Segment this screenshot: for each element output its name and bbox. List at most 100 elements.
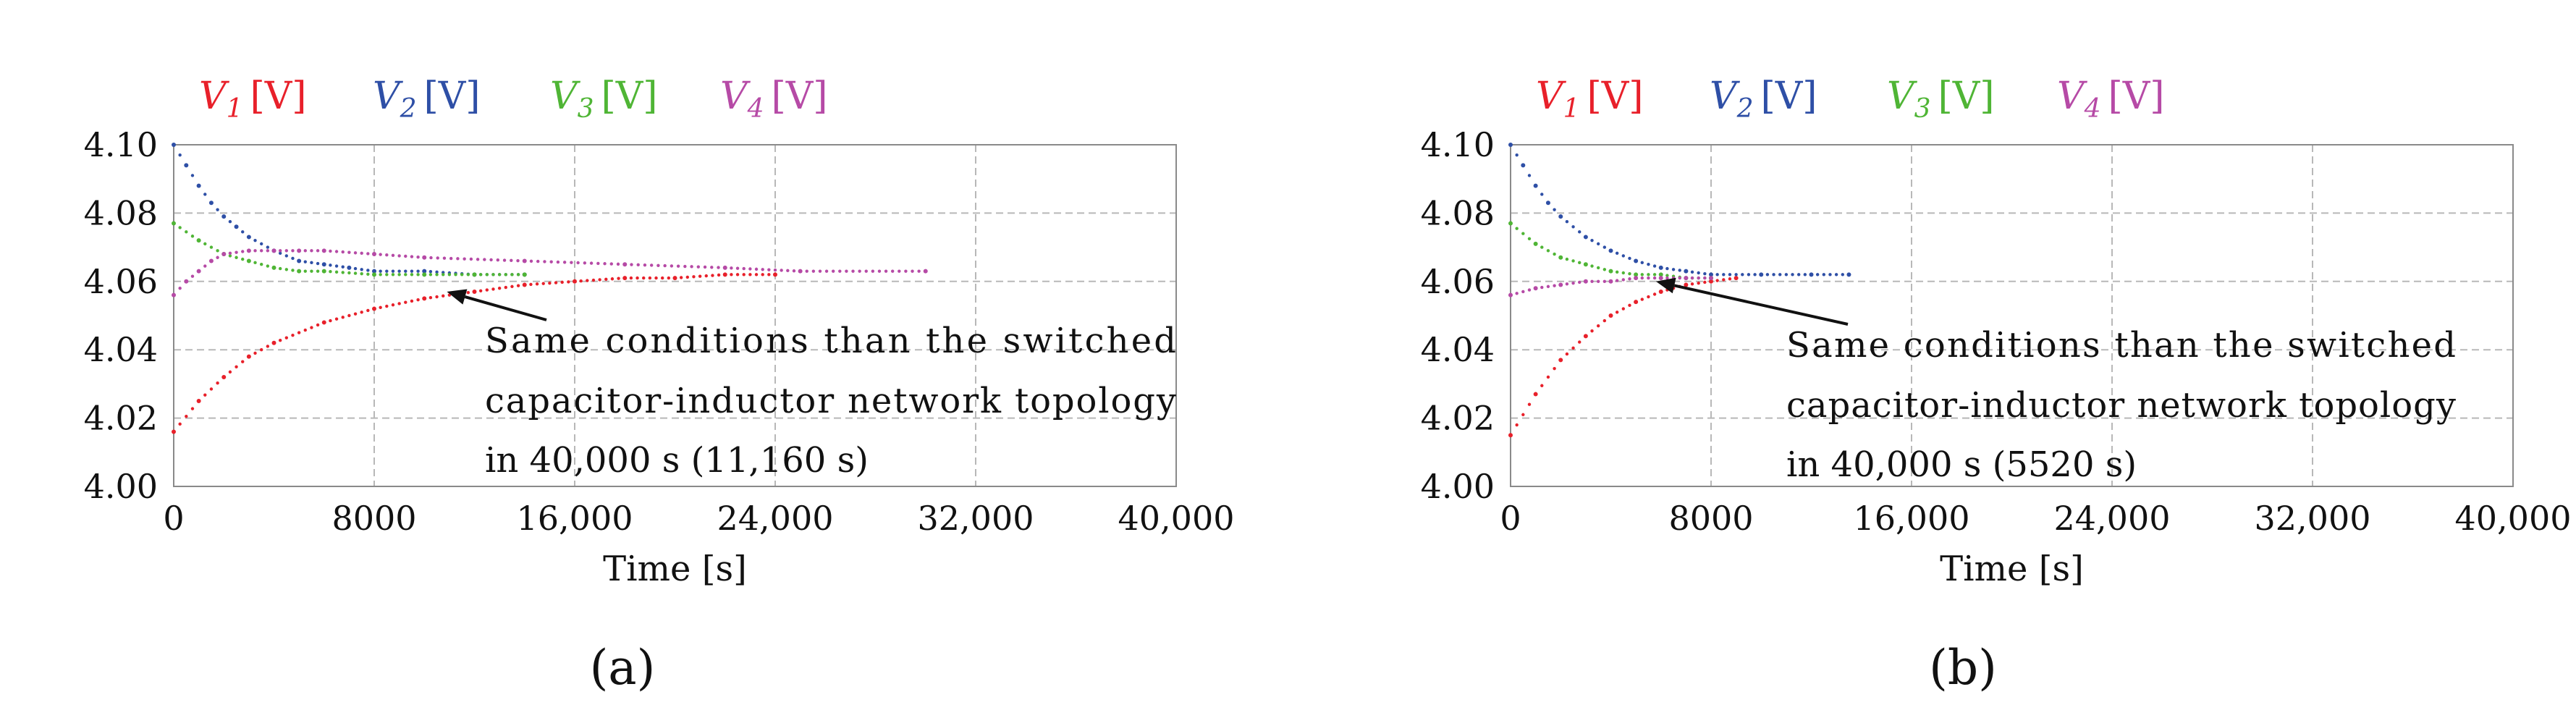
legend-symbol: V — [1536, 75, 1566, 118]
legend-subscript: 1 — [227, 94, 243, 124]
data-point-v4 — [786, 269, 790, 273]
data-point-v3 — [1602, 268, 1607, 271]
data-point-v4 — [824, 269, 829, 273]
data-point-v4 — [616, 262, 620, 266]
legend-unit: [V] — [250, 75, 306, 118]
data-point-v4 — [489, 258, 493, 262]
data-point-v4 — [871, 269, 875, 273]
x-tick-label: 16,000 — [517, 499, 633, 538]
legend-symbol: V — [1887, 75, 1917, 118]
data-point-v2 — [178, 153, 182, 157]
y-tick-label: 4.00 — [1421, 467, 1495, 506]
data-point-v2 — [1671, 268, 1676, 271]
data-point-v1 — [717, 273, 721, 277]
data-point-v1 — [442, 294, 445, 298]
data-point-v2 — [1741, 273, 1744, 277]
data-point-v3 — [1508, 221, 1513, 226]
data-point-v4 — [404, 254, 407, 258]
data-point-v4 — [516, 258, 520, 263]
data-point-v3 — [310, 269, 313, 273]
data-point-v4 — [341, 250, 345, 254]
data-point-v1 — [435, 295, 439, 299]
x-tick-label: 0 — [1500, 499, 1521, 538]
data-point-v1 — [1647, 295, 1650, 299]
data-point-v2 — [1640, 261, 1644, 265]
data-point-v1 — [629, 276, 633, 280]
data-point-v4 — [246, 248, 251, 253]
y-tick-label: 4.02 — [84, 399, 158, 438]
legend-unit: [V] — [423, 75, 480, 118]
data-point-v4 — [730, 266, 733, 270]
data-point-v3 — [1540, 245, 1544, 249]
y-tick-label: 4.06 — [1421, 262, 1495, 301]
data-point-v2 — [1553, 208, 1556, 211]
data-point-v4 — [1602, 279, 1607, 283]
data-point-v1 — [748, 273, 752, 277]
data-point-v1 — [372, 306, 376, 311]
data-point-v1 — [1628, 303, 1631, 308]
data-point-v1 — [185, 415, 188, 418]
data-point-v1 — [385, 304, 389, 308]
data-point-v3 — [391, 273, 395, 277]
data-point-v2 — [1508, 143, 1513, 147]
data-point-v4 — [385, 253, 389, 257]
annotation-line: in 40,000 s (5520 s) — [1786, 444, 2137, 485]
data-point-v3 — [522, 272, 527, 277]
data-point-v1 — [1728, 277, 1732, 281]
data-point-v1 — [742, 273, 746, 277]
data-point-v1 — [1703, 280, 1707, 284]
data-point-v2 — [1521, 163, 1526, 168]
data-point-v4 — [184, 279, 189, 284]
data-point-v3 — [1652, 273, 1657, 277]
data-point-v4 — [416, 255, 420, 259]
data-point-v2 — [1722, 273, 1726, 277]
data-point-v4 — [851, 269, 855, 273]
data-point-v3 — [416, 273, 420, 277]
data-point-v3 — [504, 273, 507, 277]
data-point-v1 — [178, 422, 182, 426]
data-point-v2 — [1527, 174, 1532, 177]
data-point-v4 — [190, 274, 195, 278]
data-point-v4 — [562, 261, 567, 264]
y-tick-label: 4.04 — [1421, 330, 1495, 369]
data-point-v1 — [622, 276, 628, 281]
data-point-v2 — [1822, 273, 1826, 277]
data-point-v4 — [476, 258, 480, 261]
data-point-v4 — [696, 265, 701, 269]
data-point-v4 — [805, 269, 808, 273]
legend-symbol: V — [550, 75, 580, 118]
data-point-v1 — [291, 333, 295, 337]
data-point-v3 — [334, 270, 339, 274]
data-point-v2 — [1753, 273, 1757, 277]
data-point-v2 — [208, 201, 214, 206]
data-point-v4 — [1647, 276, 1650, 280]
legend-unit: [V] — [1760, 75, 1817, 118]
data-point-v2 — [1596, 242, 1600, 246]
data-point-v4 — [278, 249, 282, 253]
data-point-v2 — [1545, 201, 1550, 206]
data-point-v4 — [570, 261, 573, 264]
data-point-v1 — [472, 289, 477, 294]
data-point-v4 — [1703, 276, 1707, 280]
data-point-v2 — [1578, 230, 1582, 234]
data-point-v1 — [1722, 278, 1726, 282]
data-point-v3 — [1571, 259, 1575, 263]
data-point-v4 — [303, 249, 307, 253]
data-point-v3 — [466, 273, 470, 277]
data-point-v2 — [1590, 238, 1594, 242]
data-point-v2 — [310, 261, 313, 265]
data-point-v3 — [454, 273, 457, 277]
data-point-v3 — [379, 273, 382, 277]
data-point-v2 — [366, 269, 370, 272]
annotation-line: in 40,000 s (11,160 s) — [485, 440, 869, 481]
data-point-v3 — [353, 271, 358, 275]
data-point-v3 — [478, 273, 483, 277]
data-point-v2 — [372, 269, 376, 274]
data-point-v2 — [391, 269, 395, 273]
data-point-v3 — [447, 273, 452, 277]
data-point-v1 — [522, 282, 527, 287]
data-point-v4 — [845, 269, 848, 273]
data-point-v1 — [698, 274, 702, 278]
data-point-v3 — [246, 258, 251, 263]
series-v4 — [1508, 276, 1713, 297]
